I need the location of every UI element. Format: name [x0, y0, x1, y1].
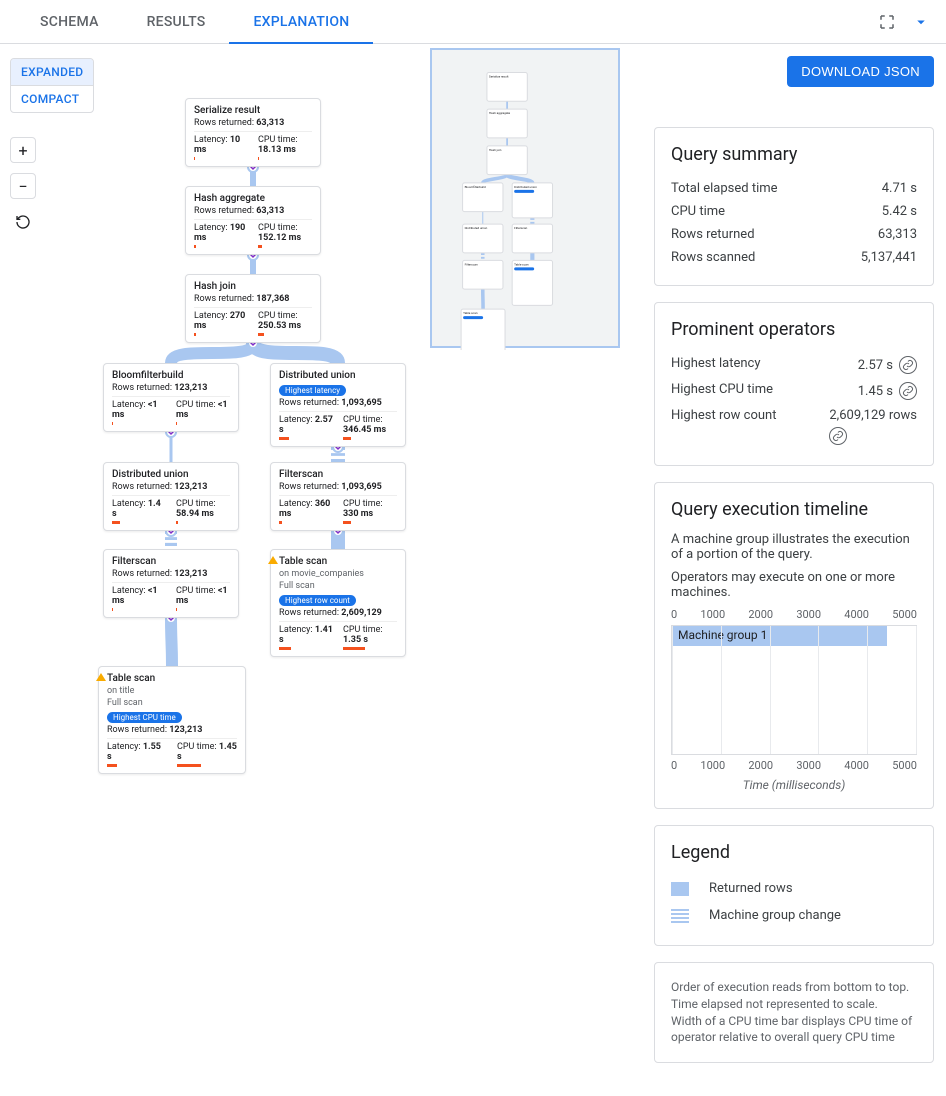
- summary-row: Rows scanned5,137,441: [671, 246, 917, 269]
- graph-canvas[interactable]: EXPANDED COMPACT + − Serialize resultRow…: [0, 44, 642, 1096]
- plan-node-fs2[interactable]: FilterscanRows returned: 123,213 Latency…: [103, 549, 239, 618]
- timeline-desc-2: Operators may execute on one or more mac…: [671, 570, 917, 600]
- timeline-axis-label: Time (milliseconds): [671, 778, 917, 792]
- timeline-plot-area: Machine group 1: [671, 625, 917, 755]
- prominent-row: Highest row count2,609,129 rows: [671, 404, 917, 449]
- footer-line-2: Time elapsed not represented to scale.: [671, 996, 917, 1013]
- plan-node-hashagg[interactable]: Hash aggregateRows returned: 63,313 Late…: [185, 186, 321, 255]
- footer-line-1: Order of execution reads from bottom to …: [671, 979, 917, 996]
- tab-schema[interactable]: SCHEMA: [16, 0, 123, 44]
- plan-node-bloom[interactable]: BloomfilterbuildRows returned: 123,213 L…: [103, 363, 239, 432]
- summary-row: Rows returned63,313: [671, 223, 917, 246]
- prominent-row: Highest CPU time1.45 s: [671, 378, 917, 404]
- machine-group-bar[interactable]: Machine group 1: [672, 626, 887, 646]
- zoom-out-button[interactable]: −: [10, 173, 36, 199]
- tab-explanation[interactable]: EXPLANATION: [229, 0, 373, 44]
- tabs-row: SCHEMA RESULTS EXPLANATION: [0, 0, 946, 44]
- legend-panel: Legend Returned rowsMachine group change: [654, 825, 934, 946]
- legend-swatch: [671, 909, 689, 923]
- svg-text:Table scan: Table scan: [514, 262, 529, 266]
- timeline-ticks-bottom: 010002000300040005000: [671, 759, 917, 772]
- plan-node-serialize[interactable]: Serialize resultRows returned: 63,313 La…: [185, 98, 321, 167]
- plan-node-du1[interactable]: Distributed unionHighest latencyRows ret…: [270, 363, 406, 447]
- timeline-panel: Query execution timeline A machine group…: [654, 482, 934, 809]
- expand-icon[interactable]: [912, 13, 930, 31]
- svg-text:Filterscan: Filterscan: [465, 262, 478, 266]
- plan-node-ts1[interactable]: Table scanon movie_companiesFull scanHig…: [270, 549, 406, 657]
- plan-node-hashjoin[interactable]: Hash joinRows returned: 187,368 Latency:…: [185, 274, 321, 343]
- svg-text:Hash aggregate: Hash aggregate: [489, 111, 511, 115]
- minimap[interactable]: Serialize result Hash aggregate Hash join B…: [430, 48, 620, 348]
- legend-swatch: [671, 882, 689, 896]
- link-icon[interactable]: [899, 382, 917, 400]
- download-json-button[interactable]: DOWNLOAD JSON: [787, 56, 934, 87]
- prominent-operators-panel: Prominent operators Highest latency2.57 …: [654, 302, 934, 466]
- timeline-title: Query execution timeline: [671, 499, 917, 520]
- plan-node-fs1[interactable]: FilterscanRows returned: 1,093,695 Laten…: [270, 462, 406, 531]
- query-summary-panel: Query summary Total elapsed time4.71 sCP…: [654, 127, 934, 286]
- svg-text:Table scan: Table scan: [463, 311, 478, 315]
- svg-text:Serialize result: Serialize result: [489, 75, 509, 79]
- query-summary-title: Query summary: [671, 144, 917, 165]
- svg-text:Distributed union: Distributed union: [514, 185, 537, 189]
- summary-row: CPU time5.42 s: [671, 200, 917, 223]
- prominent-title: Prominent operators: [671, 319, 917, 340]
- svg-text:Filterscan: Filterscan: [514, 226, 527, 230]
- warning-icon: [268, 556, 278, 564]
- fullscreen-icon[interactable]: [878, 13, 896, 31]
- zoom-reset-button[interactable]: [10, 209, 36, 235]
- tab-results[interactable]: RESULTS: [123, 0, 230, 44]
- footer-notes-panel: Order of execution reads from bottom to …: [654, 962, 934, 1063]
- prominent-row: Highest latency2.57 s: [671, 352, 917, 378]
- sidebar: DOWNLOAD JSON Query summary Total elapse…: [642, 44, 946, 1096]
- timeline-desc-1: A machine group illustrates the executio…: [671, 532, 917, 562]
- plan-node-ts2[interactable]: Table scanon titleFull scanHighest CPU t…: [98, 666, 246, 774]
- plan-node-du2[interactable]: Distributed unionRows returned: 123,213 …: [103, 462, 239, 531]
- summary-row: Total elapsed time4.71 s: [671, 177, 917, 200]
- link-icon[interactable]: [899, 356, 917, 374]
- timeline-ticks-top: 010002000300040005000: [671, 608, 917, 621]
- svg-text:Hash join: Hash join: [489, 148, 502, 152]
- footer-line-3: Width of a CPU time bar displays CPU tim…: [671, 1013, 917, 1047]
- svg-text:Distributed union: Distributed union: [465, 226, 488, 230]
- legend-title: Legend: [671, 842, 917, 863]
- legend-row: Returned rows: [671, 875, 917, 902]
- warning-icon: [96, 673, 106, 681]
- view-compact[interactable]: COMPACT: [11, 85, 93, 112]
- view-expanded[interactable]: EXPANDED: [11, 59, 93, 85]
- zoom-in-button[interactable]: +: [10, 137, 36, 163]
- link-icon[interactable]: [829, 427, 847, 445]
- svg-text:Bloomfilterbuild: Bloomfilterbuild: [465, 185, 486, 189]
- legend-row: Machine group change: [671, 902, 917, 929]
- view-toggle: EXPANDED COMPACT: [10, 58, 94, 113]
